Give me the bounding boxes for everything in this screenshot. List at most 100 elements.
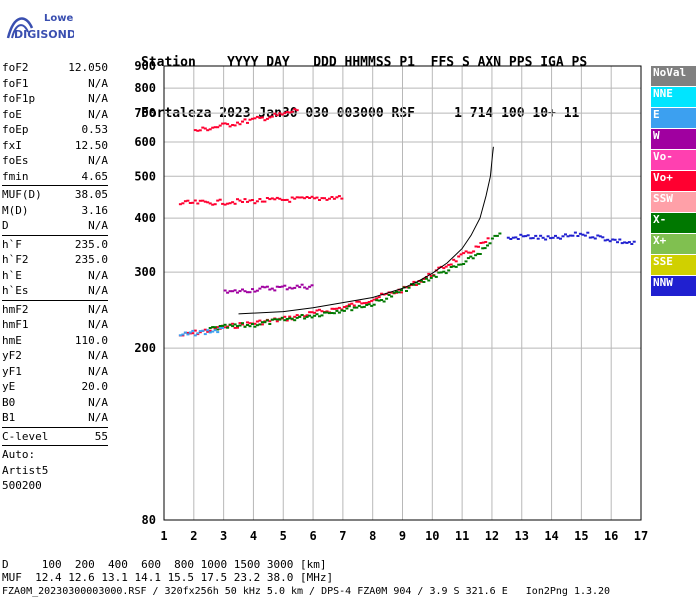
- echo-point: [221, 324, 225, 327]
- echo-point: [551, 236, 555, 239]
- echo-point: [422, 281, 426, 283]
- echo-point: [248, 322, 252, 325]
- echo-point: [243, 325, 247, 328]
- echo-point: [213, 329, 217, 332]
- param-value: 20.0: [81, 380, 109, 393]
- echo-point: [238, 123, 242, 126]
- echo-point: [260, 323, 264, 326]
- echo-point: [444, 272, 448, 275]
- x-tick-label: 16: [604, 529, 618, 543]
- echo-point: [325, 311, 329, 314]
- distance-row: D 100 200 400 600 800 1000 1500 3000 [km…: [2, 558, 327, 571]
- x-tick-label: 1: [160, 529, 167, 543]
- echo-point: [414, 284, 418, 286]
- echo-point: [437, 271, 441, 274]
- param-value: N/A: [88, 219, 108, 232]
- echo-point: [549, 237, 553, 240]
- x-tick-label: 9: [399, 529, 406, 543]
- echo-point: [183, 200, 187, 203]
- echo-point: [268, 116, 272, 119]
- echo-point: [295, 316, 299, 319]
- echo-point: [581, 233, 585, 236]
- echo-point: [198, 129, 202, 132]
- trace-e: [178, 327, 225, 337]
- echo-point: [623, 241, 627, 244]
- echo-point: [459, 253, 463, 256]
- echo-point: [293, 108, 297, 111]
- param-name: M(D): [2, 203, 29, 217]
- echo-point: [342, 309, 346, 312]
- echo-point: [521, 235, 525, 238]
- echo-point: [335, 307, 339, 310]
- echo-point: [238, 324, 242, 327]
- echo-point: [206, 201, 210, 204]
- echo-point: [345, 305, 349, 308]
- echo-point: [218, 198, 222, 201]
- echo-point: [479, 242, 483, 244]
- echo-point: [318, 315, 321, 318]
- echo-point: [578, 232, 582, 235]
- param-value: 4.65: [81, 169, 109, 183]
- echo-point: [233, 326, 237, 329]
- param-name: h`Es: [2, 284, 29, 297]
- echo-point: [198, 331, 202, 334]
- echo-point: [564, 233, 567, 236]
- trace-nnw: [506, 231, 636, 245]
- echo-point: [495, 234, 499, 237]
- echo-point: [236, 198, 239, 201]
- param-value: 0.53: [81, 123, 109, 136]
- echo-point: [290, 317, 294, 320]
- y-tick-label: 600: [134, 135, 156, 149]
- echo-point: [223, 203, 227, 206]
- echo-point: [347, 305, 351, 308]
- param-row-yf1: yF1 N/A: [2, 364, 108, 380]
- echo-point: [231, 325, 235, 328]
- echo-point: [457, 263, 461, 266]
- echo-point: [260, 285, 264, 288]
- legend-item-vox: Vo+: [651, 171, 696, 191]
- echo-point: [442, 267, 446, 270]
- echo-point: [385, 292, 389, 295]
- echo-point: [476, 252, 480, 255]
- echo-point: [270, 115, 274, 118]
- echo-point: [412, 283, 416, 286]
- param-row-hmf1: hmF1 N/A: [2, 317, 108, 333]
- param-value: 38.05: [74, 188, 108, 201]
- echo-point: [275, 196, 279, 199]
- echo-point: [422, 277, 426, 280]
- y-tick-label: 900: [134, 59, 156, 73]
- echo-point: [330, 307, 334, 310]
- param-value: N/A: [88, 411, 108, 424]
- echo-point: [355, 300, 359, 303]
- separator: [2, 445, 108, 446]
- echo-point: [462, 263, 466, 265]
- echo-point: [283, 284, 287, 287]
- echo-point: [248, 325, 252, 328]
- echo-point: [591, 236, 595, 239]
- echo-point: [315, 309, 319, 312]
- param-row-fof1p: foF1p N/A: [2, 91, 108, 107]
- echo-point: [447, 269, 451, 272]
- echo-point: [608, 240, 612, 243]
- echo-point: [196, 202, 200, 205]
- param-value: N/A: [88, 364, 108, 378]
- echo-point: [337, 311, 341, 314]
- trace-vox: [178, 237, 490, 337]
- x-tick-label: 2: [190, 529, 197, 543]
- param-row-foe: foE N/A: [2, 107, 108, 123]
- echo-point: [226, 325, 230, 328]
- echo-point: [569, 234, 572, 237]
- param-row-yf2: yF2 N/A: [2, 348, 108, 364]
- echo-point: [258, 198, 262, 200]
- echo-point: [283, 199, 287, 201]
- echo-point: [288, 286, 292, 289]
- echo-point: [332, 312, 336, 315]
- echo-point: [300, 196, 304, 199]
- echo-point: [429, 274, 433, 277]
- echo-point: [350, 309, 354, 312]
- echo-point: [372, 303, 376, 306]
- echo-point: [248, 118, 252, 121]
- echo-point: [350, 302, 354, 305]
- echo-point: [255, 320, 259, 323]
- param-row-fof2: foF2 12.050: [2, 60, 108, 76]
